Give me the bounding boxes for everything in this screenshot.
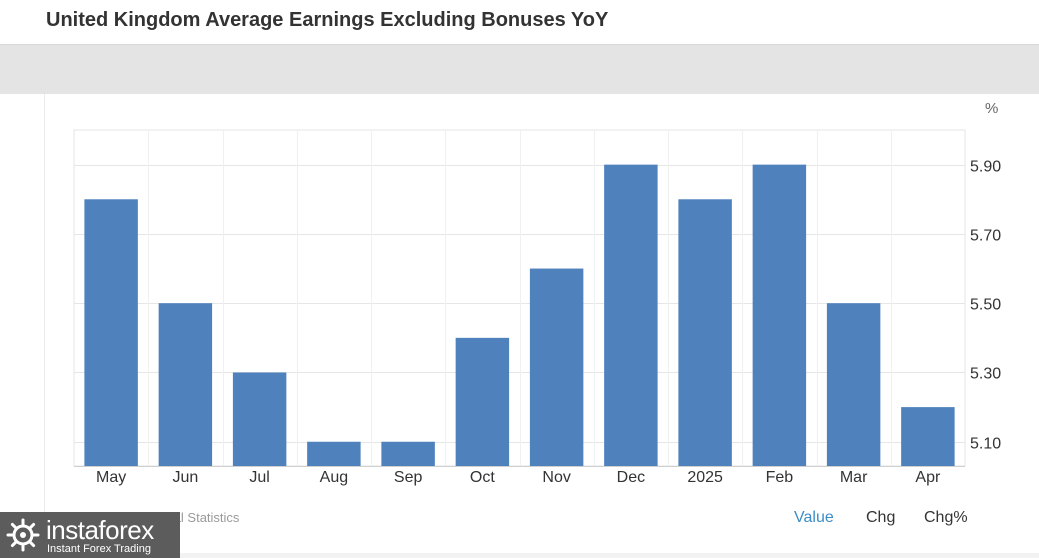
bar-oct — [455, 337, 510, 466]
x-tick-label: Jun — [172, 469, 198, 486]
x-tick-label: Aug — [320, 469, 348, 486]
x-tick-label: Jul — [249, 469, 269, 486]
y-tick-label: 5.90 — [970, 159, 1001, 176]
bottom-strip — [0, 553, 1039, 558]
tab-value[interactable]: Value — [794, 509, 834, 526]
y-tick-label: 5.30 — [970, 366, 1001, 383]
bar-jul — [232, 372, 287, 466]
x-tick-label: Oct — [470, 469, 495, 486]
divider — [44, 94, 45, 514]
bar-2025 — [678, 199, 732, 466]
watermark-brand: instaforex — [46, 515, 154, 545]
watermark-logo: instaforex Instant Forex Trading — [0, 512, 180, 558]
bar-feb — [752, 164, 807, 467]
bar-dec — [604, 164, 658, 467]
page-title: United Kingdom Average Earnings Excludin… — [46, 9, 609, 31]
y-tick-label: 5.10 — [970, 436, 1001, 453]
bar-apr — [901, 407, 955, 466]
toolbar-band — [0, 45, 1039, 94]
x-tick-label: Sep — [394, 469, 423, 486]
bar-mar — [826, 303, 881, 466]
bar-nov — [529, 268, 584, 466]
tab-chg-pct[interactable]: Chg% — [924, 509, 968, 526]
x-tick-label: Feb — [766, 469, 794, 486]
y-axis-labels: 5.10 5.30 5.50 5.70 5.90 — [970, 159, 1001, 453]
view-tabs: Value Chg Chg% — [0, 509, 1039, 531]
bar-aug — [307, 441, 361, 466]
y-axis-unit: % — [985, 100, 998, 117]
x-tick-label: Mar — [840, 469, 868, 486]
x-tick-label: Nov — [542, 469, 570, 486]
chart-header: United Kingdom Average Earnings Excludin… — [0, 0, 1039, 45]
x-tick-label: Apr — [915, 469, 941, 486]
x-tick-label: 2025 — [687, 469, 723, 486]
x-tick-label: May — [96, 469, 126, 486]
y-tick-label: 5.70 — [970, 228, 1001, 245]
instaforex-logo-icon — [6, 518, 40, 552]
bar-may — [84, 199, 138, 466]
bars — [84, 164, 955, 467]
y-tick-label: 5.50 — [970, 297, 1001, 314]
x-tick-label: Dec — [617, 469, 645, 486]
watermark-tagline: Instant Forex Trading — [47, 543, 151, 555]
grid — [73, 129, 966, 467]
x-axis-labels: May Jun Jul Aug Sep Oct Nov Dec 2025 Feb Mar Apr — [96, 469, 941, 486]
bar-jun — [158, 303, 213, 466]
bar-sep — [381, 441, 435, 466]
tab-chg[interactable]: Chg — [866, 509, 896, 526]
bar-chart: May Jun Jul Aug Sep Oct Nov Dec 2025 Feb Mar Apr 5.… — [73, 100, 1001, 486]
